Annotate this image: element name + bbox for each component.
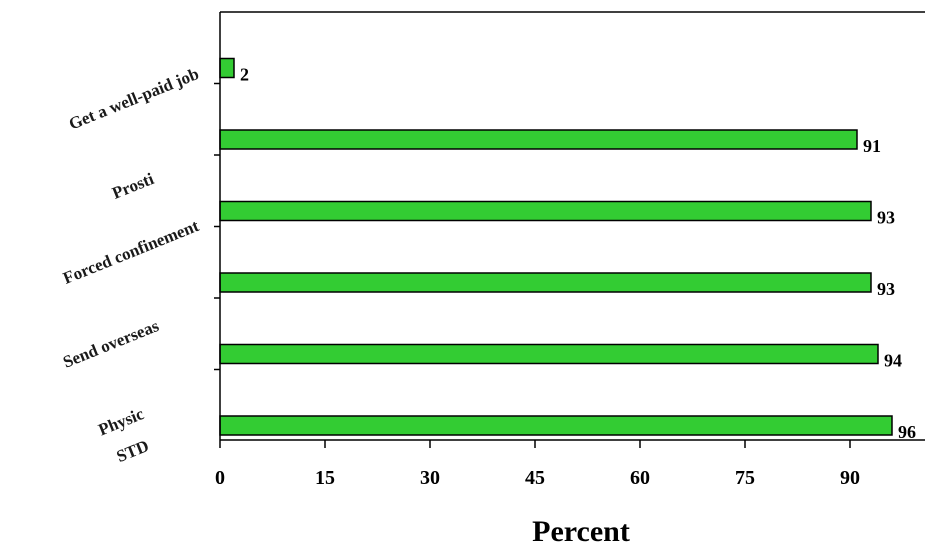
bar-5 xyxy=(220,416,892,435)
category-label-2: Forced confinement xyxy=(60,216,202,288)
value-label-0: 2 xyxy=(240,65,249,85)
value-label-5: 96 xyxy=(898,422,916,442)
bar-0 xyxy=(220,59,234,78)
y-axis-ticks xyxy=(214,84,220,370)
category-label-1: Prosti xyxy=(109,169,156,203)
value-label-4: 94 xyxy=(884,351,902,371)
x-tick-label-1: 15 xyxy=(315,467,335,489)
x-tick-label-2: 30 xyxy=(420,467,440,489)
category-label-5: Physic xyxy=(96,404,147,439)
category-labels: Get a well-paid job Prosti Forced confinem… xyxy=(60,64,202,466)
bar-4 xyxy=(220,345,878,364)
bar-3 xyxy=(220,273,871,292)
x-tick-label-3: 45 xyxy=(525,467,545,489)
category-label-0: Get a well-paid job xyxy=(66,64,201,133)
category-label-6: STD xyxy=(114,436,152,466)
x-tick-label-6: 90 xyxy=(840,467,860,489)
x-axis-ticks: 0 15 30 45 60 75 90 xyxy=(215,440,860,489)
x-tick-label-4: 60 xyxy=(630,467,650,489)
value-labels: 2 91 93 93 94 96 xyxy=(240,65,916,443)
bar-1 xyxy=(220,130,857,149)
x-tick-label-0: 0 xyxy=(215,467,225,489)
x-tick-label-5: 75 xyxy=(735,467,755,489)
x-axis-title: Percent xyxy=(532,515,630,548)
value-label-3: 93 xyxy=(877,279,895,299)
value-label-2: 93 xyxy=(877,208,895,228)
bar-2 xyxy=(220,202,871,221)
value-label-1: 91 xyxy=(863,136,881,156)
category-label-4: Send overseas xyxy=(60,316,162,372)
bars xyxy=(220,59,892,436)
